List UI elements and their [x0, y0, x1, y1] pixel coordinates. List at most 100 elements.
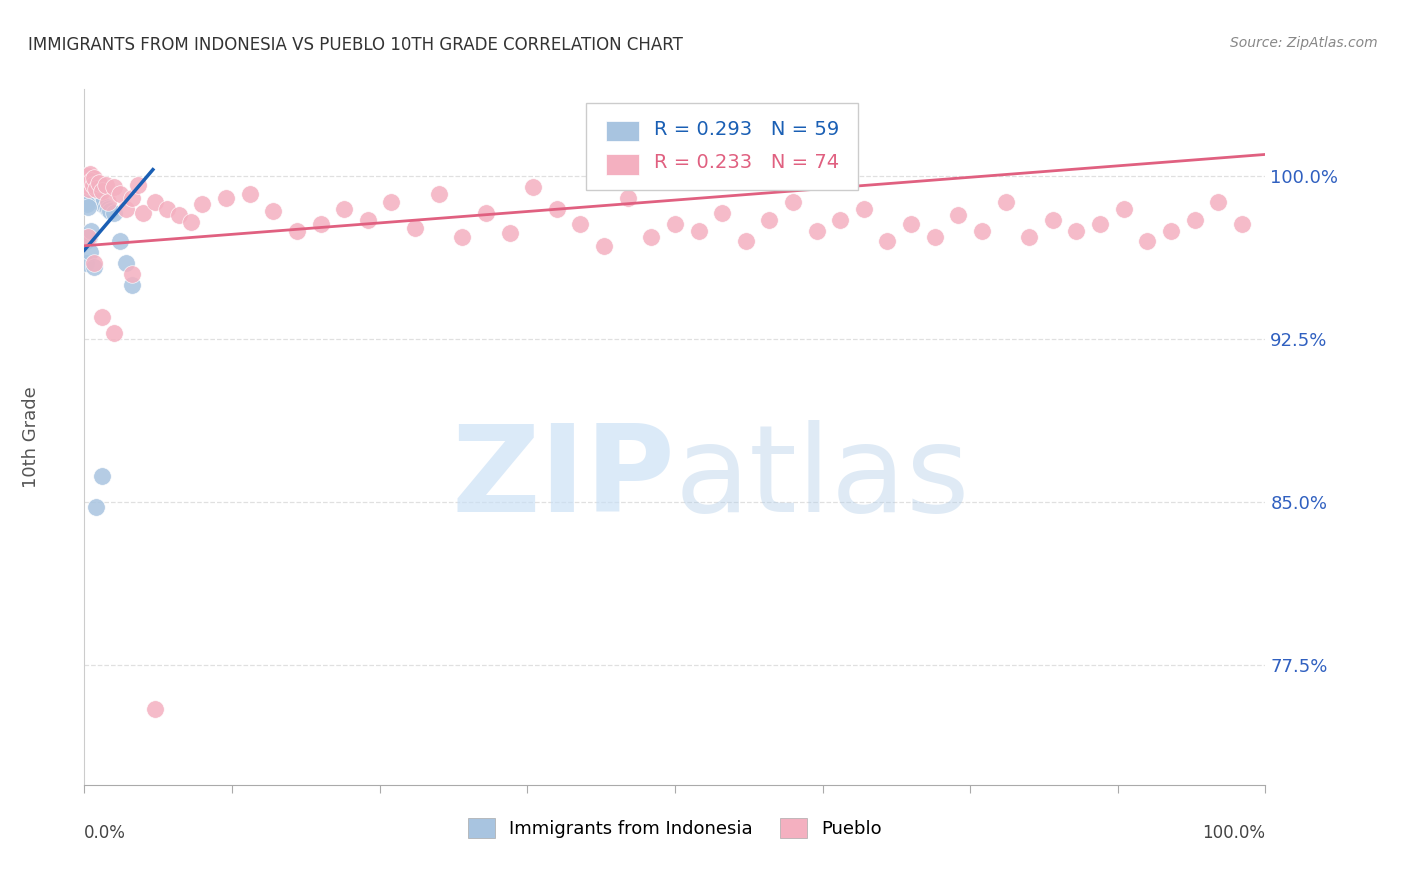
Point — [688, 223, 710, 237]
Point — [75, 173, 97, 187]
Point — [79, 245, 101, 260]
Point — [77, 185, 100, 199]
Point — [82, 186, 104, 201]
Point — [76, 173, 98, 187]
Point — [782, 195, 804, 210]
Text: 10th Grade: 10th Grade — [22, 386, 41, 488]
Point — [1088, 217, 1111, 231]
Point — [121, 277, 143, 292]
Point — [640, 230, 662, 244]
Point — [664, 217, 686, 231]
Text: R = 0.233   N = 74: R = 0.233 N = 74 — [654, 153, 839, 172]
Point — [75, 185, 97, 199]
Point — [97, 202, 120, 216]
Point — [616, 191, 638, 205]
Point — [404, 221, 426, 235]
Point — [77, 182, 100, 196]
Point — [75, 195, 97, 210]
Point — [475, 206, 498, 220]
Point — [103, 206, 125, 220]
Point — [94, 178, 117, 192]
Point — [1112, 202, 1135, 216]
Point — [876, 235, 898, 249]
Point — [132, 206, 155, 220]
Point — [75, 180, 97, 194]
Point — [333, 202, 356, 216]
Point — [121, 191, 143, 205]
Point — [82, 178, 104, 192]
Text: IMMIGRANTS FROM INDONESIA VS PUEBLO 10TH GRADE CORRELATION CHART: IMMIGRANTS FROM INDONESIA VS PUEBLO 10TH… — [28, 36, 683, 54]
Point — [76, 182, 98, 196]
Point — [76, 197, 98, 211]
Point — [215, 191, 238, 205]
Point — [75, 173, 97, 187]
Text: ZIP: ZIP — [451, 420, 675, 537]
Point — [79, 182, 101, 196]
Point — [427, 186, 450, 201]
Point — [77, 186, 100, 201]
Point — [83, 171, 105, 186]
Point — [80, 173, 103, 187]
Point — [84, 193, 107, 207]
Point — [97, 195, 120, 210]
Point — [830, 212, 852, 227]
Point — [357, 212, 380, 227]
Point — [734, 235, 756, 249]
Point — [758, 212, 780, 227]
Text: atlas: atlas — [675, 420, 970, 537]
Point — [127, 178, 149, 192]
FancyBboxPatch shape — [586, 103, 858, 190]
Point — [546, 202, 568, 216]
Point — [711, 206, 734, 220]
Point — [1230, 217, 1253, 231]
Point — [84, 188, 107, 202]
Point — [309, 217, 332, 231]
Point — [87, 176, 110, 190]
Point — [83, 185, 105, 199]
Point — [1206, 195, 1229, 210]
Point — [76, 185, 98, 199]
Point — [167, 208, 190, 222]
Point — [143, 702, 166, 716]
Point — [76, 178, 98, 192]
Point — [924, 230, 946, 244]
Point — [75, 191, 97, 205]
Text: Source: ZipAtlas.com: Source: ZipAtlas.com — [1230, 36, 1378, 50]
Point — [91, 469, 114, 483]
Point — [77, 230, 100, 244]
Point — [77, 182, 100, 196]
Point — [94, 200, 117, 214]
Point — [285, 223, 308, 237]
Point — [451, 230, 474, 244]
Point — [191, 197, 214, 211]
Point — [75, 182, 97, 196]
Point — [948, 208, 970, 222]
Point — [91, 185, 114, 199]
Point — [75, 171, 97, 186]
Point — [156, 202, 179, 216]
Point — [79, 167, 101, 181]
Point — [75, 178, 97, 192]
Point — [83, 256, 105, 270]
Point — [994, 195, 1017, 210]
Point — [75, 169, 97, 184]
Point — [75, 176, 97, 190]
Point — [80, 223, 103, 237]
Point — [77, 178, 100, 192]
Point — [87, 193, 110, 207]
Point — [522, 180, 544, 194]
Point — [1066, 223, 1088, 237]
Point — [103, 180, 125, 194]
Point — [569, 217, 592, 231]
Point — [593, 239, 616, 253]
Point — [75, 188, 97, 202]
Point — [83, 260, 105, 275]
FancyBboxPatch shape — [606, 120, 640, 141]
Point — [77, 173, 100, 187]
Text: R = 0.293   N = 59: R = 0.293 N = 59 — [654, 120, 839, 139]
Point — [89, 195, 111, 210]
Point — [1136, 235, 1159, 249]
Point — [1184, 212, 1206, 227]
Point — [77, 169, 100, 184]
Point — [1160, 223, 1182, 237]
